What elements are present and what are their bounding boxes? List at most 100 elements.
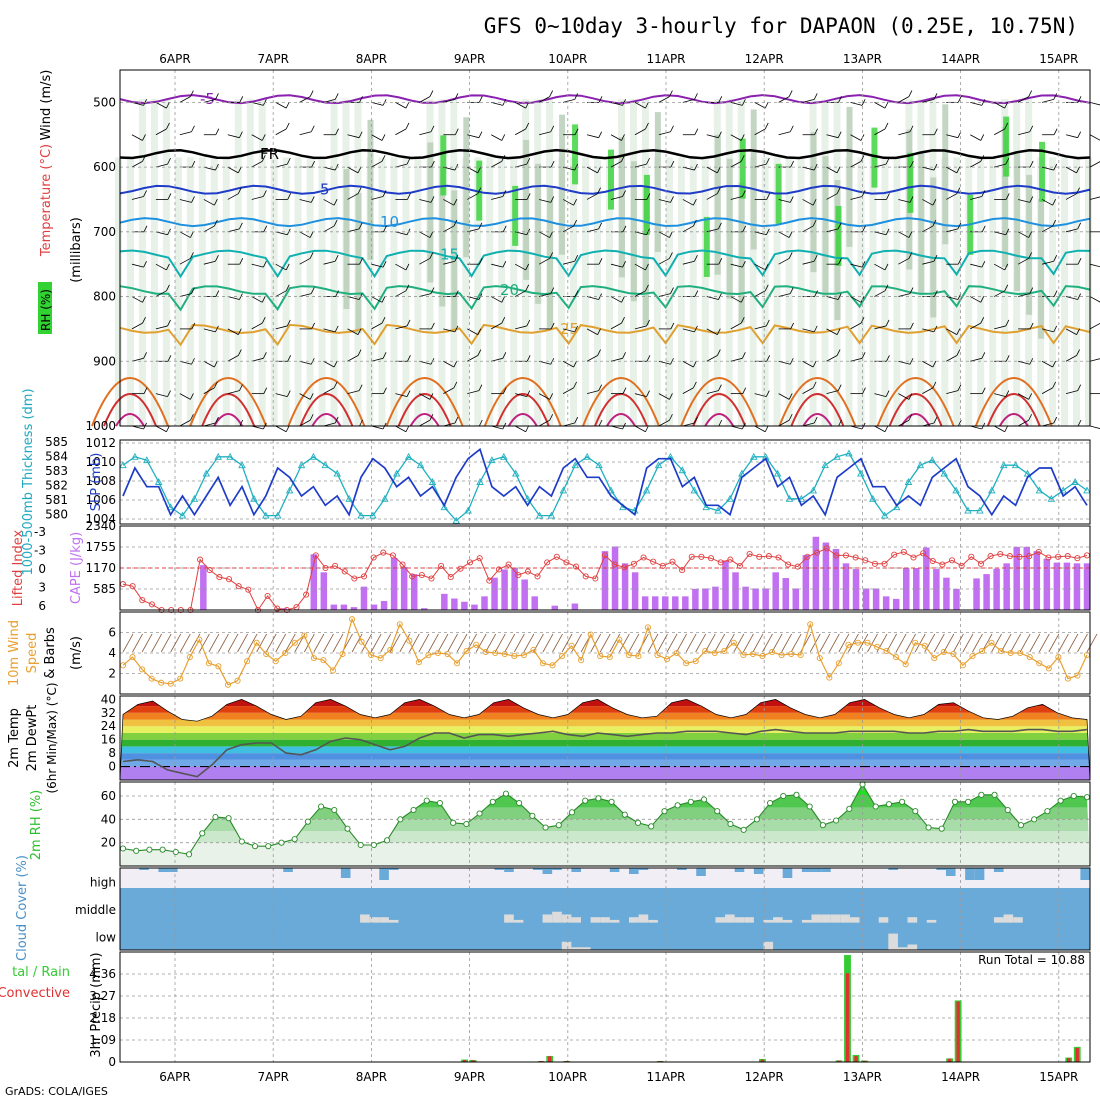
thickness-tick-label: 583 [45, 464, 68, 478]
wind-barb [131, 357, 144, 362]
rh-shade-light [653, 157, 661, 426]
wind10m-barb [380, 633, 392, 653]
wind10m-barb [743, 633, 754, 653]
rh2m-point [674, 802, 681, 809]
wind10m-barb [399, 633, 411, 653]
high-cloud-bar [993, 868, 1004, 872]
wind-barb [826, 296, 839, 300]
wind-barb-flag [358, 131, 363, 138]
cape-bar [471, 604, 478, 610]
middle-cloud-bar [600, 917, 610, 923]
rh-shade-light [294, 157, 302, 426]
wind-barb-flag [478, 131, 483, 138]
wind-barb-flag [239, 131, 243, 138]
wind10m-barb [962, 633, 974, 653]
wind-barb [850, 357, 863, 362]
warm-isotherm [594, 393, 648, 427]
lifted-index-point [303, 591, 310, 598]
lifted-index-point [727, 556, 734, 563]
wind-barb [491, 357, 503, 362]
cloud-axis-label: Cloud Cover (%) [15, 855, 30, 961]
rh-shade-high [607, 149, 614, 210]
wind-barb-flag [861, 190, 866, 197]
rh-frame [119, 781, 1091, 867]
wind-barb-flag [309, 414, 314, 421]
middle-cloud-bar [388, 919, 399, 923]
wind-barb-flag [694, 325, 698, 333]
rh2m-point [252, 843, 259, 850]
middle-cloud-bar [801, 919, 812, 923]
wind-barb [227, 228, 240, 233]
wind-barb [658, 131, 671, 136]
lifted-index-point [698, 553, 705, 560]
wind10m-barb [685, 633, 697, 653]
thickness-point [143, 456, 151, 464]
wind10m-point [768, 648, 776, 656]
wind-barb-flag [765, 390, 770, 397]
wind-barb-flag [190, 414, 194, 421]
wind-barb [1041, 225, 1053, 233]
wind-barb-flag [838, 96, 842, 103]
wind-barb [491, 196, 503, 200]
wind-barb-flag [932, 360, 937, 368]
high-cloud-bar [638, 868, 649, 870]
wind-barb [874, 425, 886, 433]
cloud-level-label: high [90, 876, 116, 890]
wind-barb [155, 231, 168, 236]
wind-barb [1065, 296, 1078, 300]
lifted-index-point [862, 557, 869, 564]
thickness-axis-label: 1000-500mb Thickness (dm) [21, 388, 36, 575]
wind-barb-flag [1077, 131, 1082, 138]
high-cloud-bar [532, 868, 543, 870]
cape-bar [421, 608, 428, 610]
thickness-point [404, 452, 413, 460]
wind-barb [1065, 228, 1078, 233]
lifted-index-point [341, 568, 348, 575]
wind-barb-flag [285, 425, 290, 432]
rh-shade-mid [714, 134, 721, 275]
wind-barb [802, 199, 814, 206]
wind-barb-flag [478, 96, 483, 103]
wind-barb [970, 296, 981, 303]
wind-barb-flag [838, 258, 842, 265]
rh2m-point [318, 803, 325, 810]
wind-barb-flag [813, 255, 818, 262]
wind-barb [922, 360, 934, 368]
wind-barb-flag [383, 225, 387, 232]
wind-barb-flag [550, 196, 555, 203]
lifted-index-point [592, 575, 599, 582]
wind10m-barb [1029, 633, 1041, 653]
wind-barb-flag [1005, 228, 1010, 235]
wind10m-point [492, 649, 499, 657]
rh-shade-light [174, 157, 182, 426]
wind-barb-flag [957, 222, 962, 230]
rh-shade-light [558, 157, 566, 426]
wind-barb [323, 99, 336, 103]
wind10m-barb [819, 633, 831, 653]
wind-barb-flag [405, 284, 410, 291]
wind-barb-flag [813, 416, 818, 424]
wind10m-barb [762, 633, 773, 653]
date-label-bottom: 12APR [745, 1070, 784, 1084]
wind-barb [994, 102, 1005, 109]
wind-barb-flag [598, 258, 603, 265]
wind-barb-flag [694, 128, 699, 135]
wind-barb [634, 290, 646, 297]
lifted-index-point [804, 553, 811, 560]
wind-barb-flag [910, 322, 914, 330]
wind-barb [946, 228, 959, 233]
wind-barb-flag [143, 225, 148, 232]
wind-barb [179, 419, 191, 427]
lifted-index-point [129, 583, 136, 590]
wind10m-barb [590, 633, 602, 653]
wind-barb-flag [1005, 390, 1010, 397]
wind-barb-flag [239, 96, 244, 103]
wind10m-barb [714, 633, 726, 653]
wind-barb [491, 263, 503, 268]
cape-bar [722, 560, 729, 610]
wind-barb [682, 199, 694, 206]
wind10m-point [692, 658, 699, 665]
wind10m-point [549, 662, 556, 669]
wind-barb-flag [261, 296, 266, 303]
wind-barb [922, 225, 934, 233]
